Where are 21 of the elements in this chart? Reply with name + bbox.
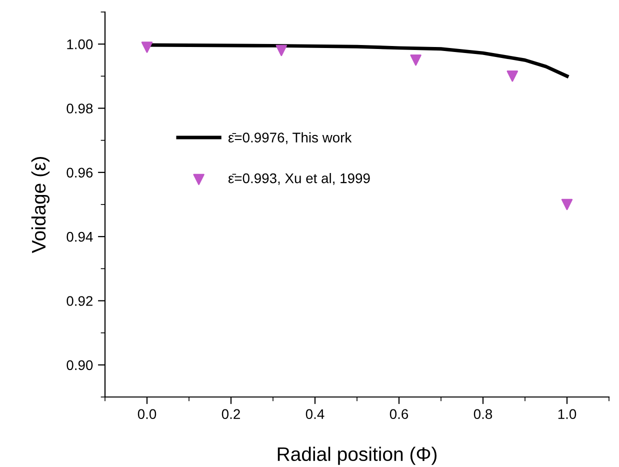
y-tick-label: 1.00	[67, 39, 93, 50]
y-tick-label: 0.98	[66, 104, 93, 114]
y-axis-title: Voidage (ε)	[31, 157, 50, 254]
point	[410, 54, 422, 66]
x-tick-label: 0.4	[306, 409, 324, 420]
y-tick-label: 0.96	[66, 168, 93, 178]
legend-label: ε̄=0.993, Xu et al, 1999	[228, 173, 370, 185]
point	[561, 198, 573, 210]
x-tick-label: 0.0	[138, 409, 156, 420]
x-axis-title: Radial position (Φ)	[278, 446, 437, 465]
y-tick-label: 0.92	[66, 296, 92, 306]
x-tick-label: 1.0	[558, 409, 576, 420]
x-tick-label: 0.6	[390, 409, 408, 420]
y-tick-label: 0.90	[66, 360, 93, 370]
x-tick-label: 0.2	[222, 409, 240, 420]
point	[506, 70, 518, 82]
point	[141, 42, 153, 53]
x-tick-label: 0.8	[474, 409, 492, 420]
y-tick-label: 0.94	[66, 232, 93, 242]
legend-label: ε̄=0.9976, This work	[228, 132, 352, 144]
point	[276, 44, 288, 56]
